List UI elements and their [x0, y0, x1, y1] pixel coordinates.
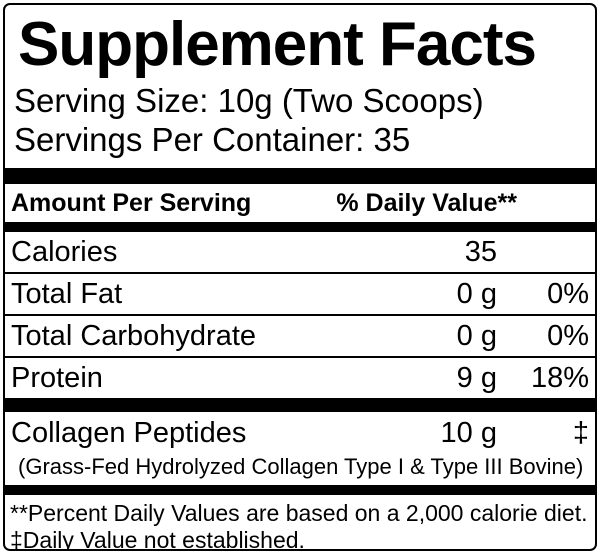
daily-value-header: % Daily Value** [336, 188, 517, 217]
table-row-total-fat: Total Fat 0 g 0% [5, 274, 595, 314]
table-row-protein: Protein 9 g 18% [5, 358, 595, 398]
ingredient-detail-text: (Grass-Fed Hydrolyzed Collagen Type I & … [18, 454, 584, 479]
nutrient-name: Calories [11, 235, 118, 268]
panel-title: Supplement Facts [18, 10, 537, 79]
nutrient-amount: 35 [464, 235, 497, 268]
divider-thick-bottom [5, 485, 595, 495]
nutrient-daily-value: 0% [547, 319, 589, 352]
ingredient-amount: 10 g [440, 416, 497, 449]
table-row-collagen-peptides: Collagen Peptides 10 g ‡ [5, 412, 595, 454]
table-row-total-carbohydrate: Total Carbohydrate 0 g 0% [5, 316, 595, 356]
column-header-row: Amount Per Serving % Daily Value** [5, 184, 595, 222]
footnotes-section: **Percent Daily Values are based on a 2,… [5, 495, 595, 551]
nutrient-name: Total Fat [11, 277, 123, 310]
row-divider [5, 272, 595, 274]
nutrient-daily-value: 0% [547, 277, 589, 310]
nutrient-amount: 9 g [456, 361, 497, 394]
divider-thick-header [5, 222, 595, 232]
divider-thick-top [5, 168, 595, 184]
amount-per-serving-header: Amount Per Serving [11, 188, 252, 217]
nutrient-daily-value: 18% [530, 361, 589, 394]
servings-per-container-line: Servings Per Container: 35 [14, 121, 411, 158]
footnote-percent-daily-value: **Percent Daily Values are based on a 2,… [10, 500, 588, 526]
ingredient-name: Collagen Peptides [11, 416, 247, 449]
divider-thick-middle [5, 398, 595, 412]
supplement-facts-panel: Supplement Facts Serving Size: 10g (Two … [3, 3, 597, 551]
table-row-calories: Calories 35 [5, 232, 595, 272]
serving-size-line: Serving Size: 10g (Two Scoops) [14, 82, 484, 119]
nutrient-name: Protein [11, 361, 103, 394]
row-divider [5, 356, 595, 358]
row-divider [5, 314, 595, 316]
ingredient-daily-value: ‡ [572, 416, 589, 449]
nutrient-amount: 0 g [456, 277, 497, 310]
nutrient-amount: 0 g [456, 319, 497, 352]
nutrient-name: Total Carbohydrate [11, 319, 257, 352]
footnote-daily-value-not-established: ‡Daily Value not established. [10, 527, 305, 551]
